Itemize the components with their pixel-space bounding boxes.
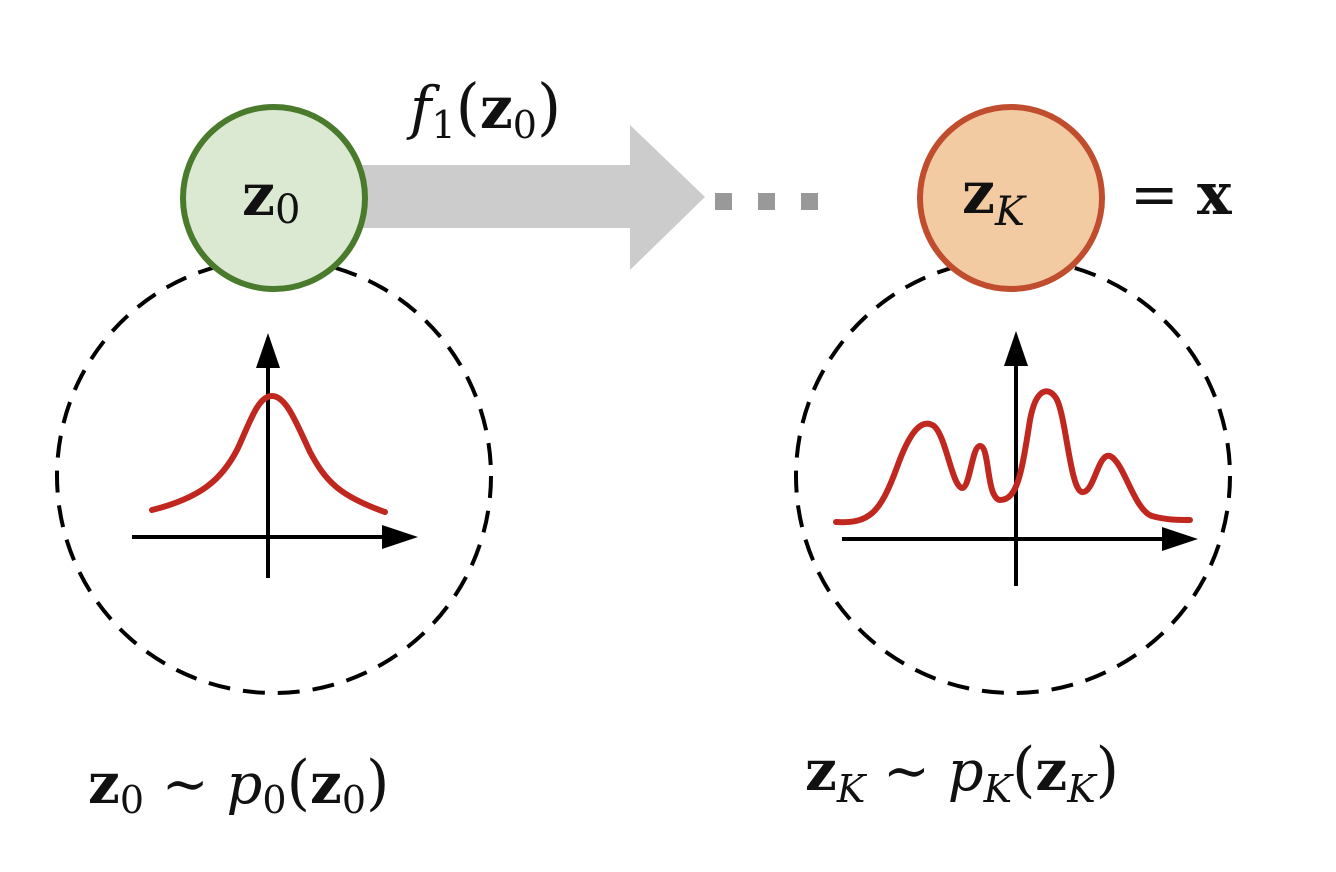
- start-node: [180, 104, 368, 292]
- flow-function-label: f1(z0): [406, 70, 561, 147]
- end-density-circle: [794, 257, 1232, 695]
- flow-arrow: [360, 125, 705, 270]
- end-node: [917, 104, 1105, 292]
- multimodal-density-plot-icon: [833, 331, 1198, 586]
- output-equation: = x: [1130, 160, 1232, 228]
- multimodal-curve: [833, 388, 1193, 526]
- gaussian-curve: [149, 392, 388, 515]
- gaussian-density-plot-icon: [132, 333, 418, 578]
- start-density-circle: [55, 257, 493, 695]
- start-distribution-caption: z0 ∼ p0(z0): [88, 748, 389, 822]
- end-distribution-caption: zK ∼ pK(zK): [805, 735, 1119, 811]
- start-node-label: z0: [242, 161, 300, 233]
- end-node-label: zK: [962, 159, 1027, 235]
- ellipsis-icon: [715, 193, 818, 210]
